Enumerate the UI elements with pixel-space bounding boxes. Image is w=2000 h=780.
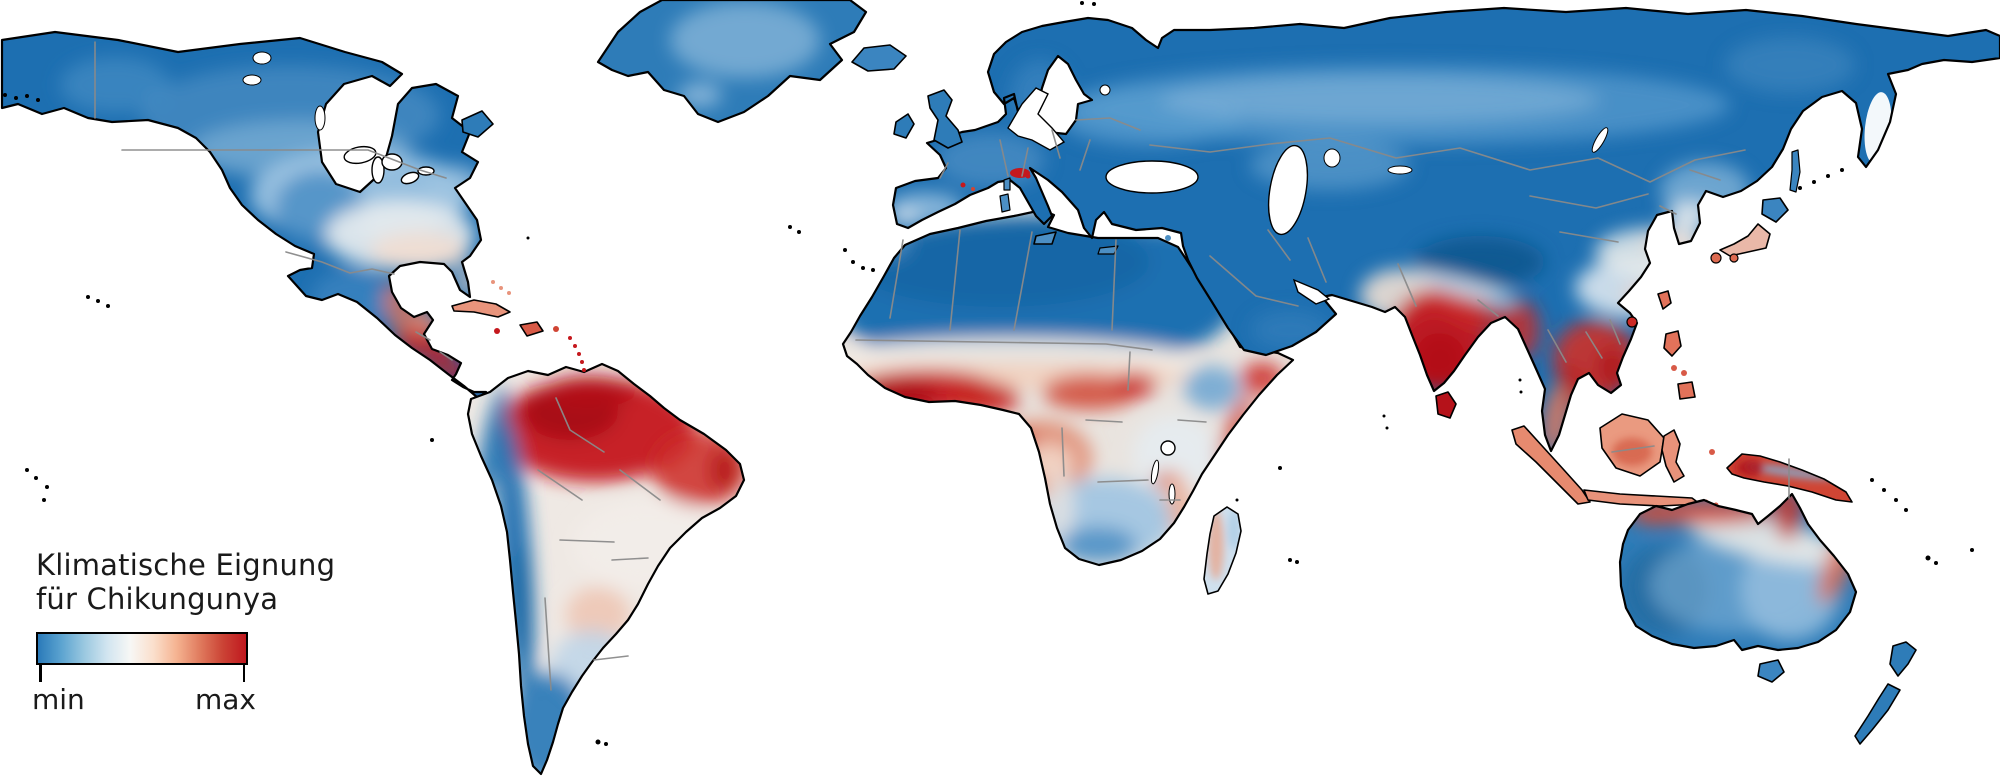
island-sumatra [1511, 425, 1591, 505]
island-shikoku [1729, 253, 1739, 263]
bahamas-1 [491, 280, 495, 284]
baltic-sea [1007, 87, 1066, 151]
lesser-antilles-4 [580, 360, 584, 364]
legend-tick-min [39, 665, 42, 683]
great-bear-lake [252, 51, 272, 65]
island-tasmania [1757, 659, 1785, 683]
philippines [1663, 330, 1696, 400]
island-mindanao [1677, 381, 1696, 400]
french-riviera-hotspot-2 [971, 187, 975, 191]
new-zealand [1854, 641, 1917, 745]
island-hainan [1626, 316, 1638, 328]
inland-seas-and-lakes [242, 51, 1609, 505]
mediterranean-islands [999, 177, 1171, 255]
island-hokkaido [1761, 197, 1789, 223]
japan [1710, 149, 1801, 264]
island-cuba [451, 299, 511, 318]
legend: Klimatische Eignung für Chikungunya min … [32, 548, 356, 717]
island-sardinia [999, 193, 1011, 213]
island-nz-north [1889, 641, 1917, 677]
aral-sea [1323, 148, 1341, 168]
island-hispaniola [519, 321, 544, 337]
island-newfoundland [461, 110, 494, 138]
island-sicily [1033, 231, 1057, 245]
island-sakhalin [1789, 149, 1801, 193]
croatia-hotspot [1025, 173, 1031, 179]
island-nz-south [1854, 683, 1901, 745]
island-moluccas [1709, 449, 1715, 455]
lesser-antilles-3 [577, 352, 581, 356]
legend-title-line2: für Chikungunya [36, 582, 279, 617]
legend-tick-max [242, 665, 245, 683]
lake-ladoga [1099, 84, 1111, 96]
island-corsica [1003, 177, 1011, 191]
island-great-britain [927, 89, 963, 149]
legend-max-label: max [194, 683, 256, 717]
persian-gulf [1292, 278, 1331, 305]
lake-michigan [371, 156, 385, 184]
legend-colorbar [36, 632, 248, 666]
lake-balkhash [1387, 165, 1413, 175]
island-crete [1097, 245, 1119, 255]
legend-min-label: min [32, 683, 85, 717]
caspian-sea [1267, 144, 1309, 236]
island-sri-lanka [1435, 391, 1457, 419]
lake-baikal [1591, 127, 1609, 153]
island-borneo [1599, 413, 1665, 477]
caribbean-islands [451, 280, 586, 372]
legend-title: Klimatische Eignung für Chikungunya [36, 548, 356, 616]
island-luzon [1663, 330, 1682, 357]
french-riviera-hotspot [960, 182, 966, 188]
island-visayas-1 [1671, 365, 1677, 371]
island-puerto-rico [553, 326, 559, 332]
small-islands [3, 1, 1974, 746]
bahamas-2 [499, 286, 503, 290]
island-cyprus [1165, 235, 1171, 241]
lesser-antilles-2 [573, 344, 577, 348]
british-isles [893, 89, 963, 149]
lake-winnipeg [314, 105, 326, 131]
legend-ticks [36, 665, 248, 683]
island-iceland [851, 44, 907, 72]
island-sulawesi [1661, 429, 1685, 483]
lake-erie [400, 171, 420, 185]
black-sea [1105, 160, 1199, 194]
country-borders [94, 41, 1790, 691]
great-slave-lake [242, 74, 262, 86]
bahamas-3 [507, 291, 511, 295]
lake-victoria [1160, 440, 1176, 456]
island-visayas-2 [1681, 370, 1687, 376]
lesser-antilles-1 [568, 336, 572, 340]
island-ireland [893, 113, 915, 139]
island-jamaica [494, 328, 500, 334]
lesser-antilles-5 [582, 368, 586, 372]
legend-title-line1: Klimatische Eignung [36, 548, 336, 582]
po-valley-hotspot [1010, 168, 1030, 178]
island-kyushu [1710, 252, 1722, 264]
lake-malawi [1168, 483, 1176, 505]
lake-tanganyika [1150, 459, 1160, 485]
island-taiwan [1657, 290, 1672, 310]
